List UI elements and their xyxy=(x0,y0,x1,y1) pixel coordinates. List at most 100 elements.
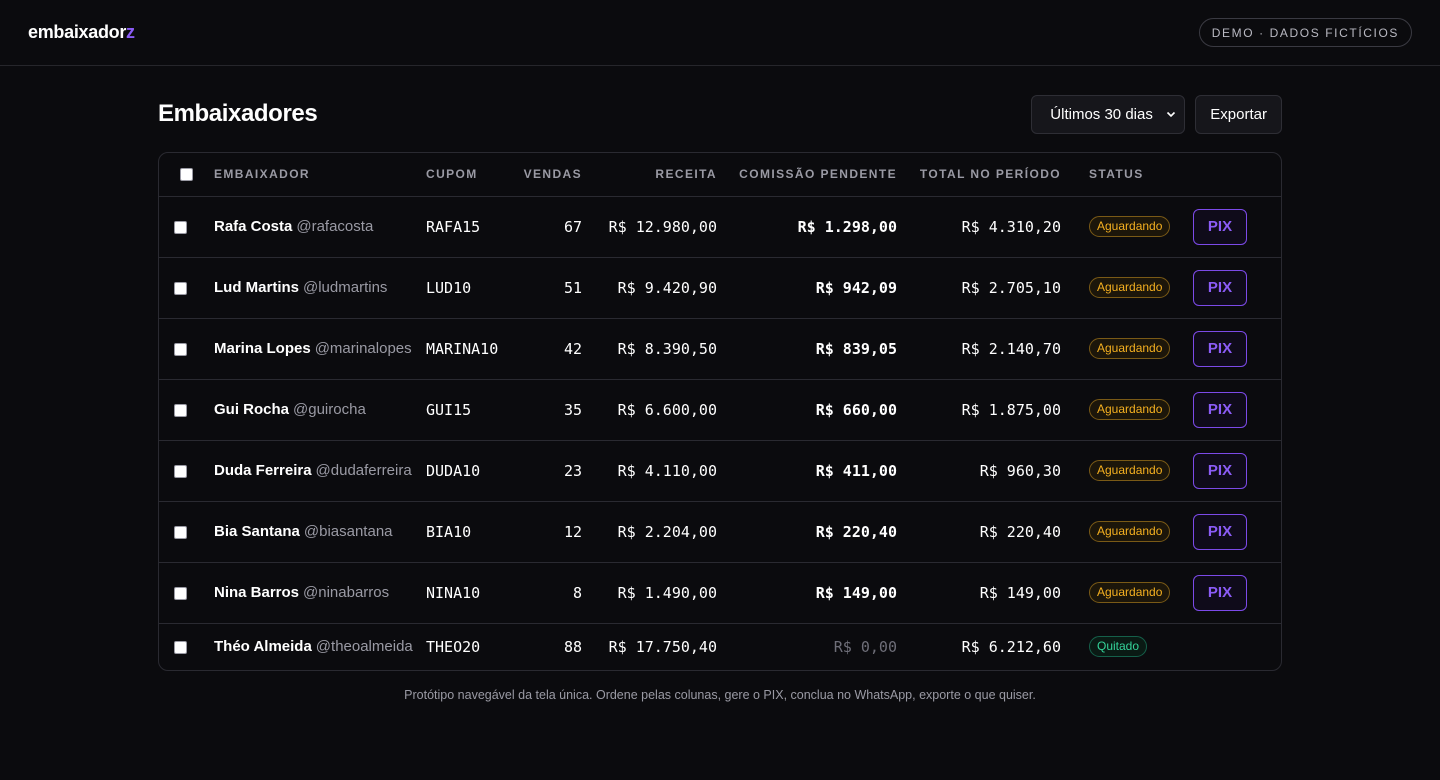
logo-text: embaixador xyxy=(28,22,127,42)
coupon-code: LUD10 xyxy=(426,278,472,297)
row-checkbox[interactable] xyxy=(174,220,187,234)
period-select[interactable]: Últimos 30 dias xyxy=(1031,94,1186,134)
ambassador-handle: @guirocha xyxy=(293,401,366,418)
coupon-code: GUI15 xyxy=(426,400,472,419)
table-row: Duda Ferreira @dudaferreira DUDA10 23 R$ … xyxy=(159,440,1281,501)
pix-button[interactable]: PIX xyxy=(1193,452,1247,489)
revenue: R$ 12.980,00 xyxy=(608,217,717,236)
coupon-code: DUDA10 xyxy=(426,461,481,480)
ambassador-name: Marina Lopes xyxy=(214,340,311,357)
header-action xyxy=(1173,153,1281,197)
status-badge: Aguardando xyxy=(1089,582,1171,603)
header-receita[interactable]: RECEITA xyxy=(582,153,717,197)
pending-commission: R$ 1.298,00 xyxy=(797,217,897,236)
select-all-checkbox[interactable] xyxy=(180,168,193,182)
ambassador-handle: @theoalmeida xyxy=(315,638,413,656)
sales-count: 67 xyxy=(563,217,582,236)
row-checkbox[interactable] xyxy=(174,281,187,295)
revenue: R$ 9.420,90 xyxy=(617,278,717,297)
row-checkbox[interactable] xyxy=(174,403,187,417)
row-checkbox[interactable] xyxy=(174,342,187,356)
demo-badge: DEMO · DADOS FICTÍCIOS xyxy=(1198,18,1412,47)
period-total: R$ 6.212,60 xyxy=(961,637,1061,656)
revenue: R$ 4.110,00 xyxy=(617,461,717,480)
ambassador-name: Rafa Costa xyxy=(214,218,293,235)
ambassador-handle: @ninabarros xyxy=(303,584,390,601)
page-title: Embaixadores xyxy=(158,100,318,127)
ambassador-handle: @biasantana xyxy=(303,523,393,540)
period-total: R$ 220,40 xyxy=(979,522,1061,541)
pix-button[interactable]: PIX xyxy=(1193,391,1247,428)
period-total: R$ 2.140,70 xyxy=(961,339,1061,358)
header-comissao[interactable]: COMISSÃO PENDENTE xyxy=(717,153,897,197)
period-total: R$ 4.310,20 xyxy=(961,217,1061,236)
table-row: Gui Rocha @guirocha GUI15 35 R$ 6.600,00 … xyxy=(159,379,1281,440)
row-checkbox[interactable] xyxy=(174,525,187,539)
pending-commission: R$ 220,40 xyxy=(815,522,897,541)
row-checkbox[interactable] xyxy=(174,464,187,478)
empty-action-cell xyxy=(1173,623,1281,670)
ambassador-name: Théo Almeida xyxy=(214,638,312,656)
sales-count: 8 xyxy=(572,583,582,602)
coupon-code: BIA10 xyxy=(426,522,472,541)
ambassador-handle: @dudaferreira xyxy=(315,462,412,479)
table-row: Nina Barros @ninabarros NINA10 8 R$ 1.490… xyxy=(159,562,1281,623)
period-total: R$ 149,00 xyxy=(979,583,1061,602)
sales-count: 88 xyxy=(563,637,582,656)
pix-button[interactable]: PIX xyxy=(1193,574,1247,611)
chevron-down-icon xyxy=(1167,111,1176,118)
coupon-code: NINA10 xyxy=(426,583,481,602)
revenue: R$ 8.390,50 xyxy=(617,339,717,358)
revenue: R$ 2.204,00 xyxy=(617,522,717,541)
status-badge: Aguardando xyxy=(1089,399,1171,420)
status-badge: Aguardando xyxy=(1089,338,1171,359)
header-embaixador[interactable]: EMBAIXADOR xyxy=(199,153,426,197)
status-badge: Aguardando xyxy=(1089,521,1171,542)
page-controls: Últimos 30 dias Exportar xyxy=(1031,94,1282,134)
table-header-row: EMBAIXADOR CUPOM VENDAS RECEITA COMISSÃO… xyxy=(159,153,1281,197)
coupon-code: MARINA10 xyxy=(426,339,499,358)
table-row: Rafa Costa @rafacosta RAFA15 67 R$ 12.980… xyxy=(159,196,1281,257)
status-badge: Aguardando xyxy=(1089,277,1171,298)
ambassador-handle: @ludmartins xyxy=(303,279,388,296)
pending-commission: R$ 839,05 xyxy=(815,339,897,358)
header-vendas[interactable]: VENDAS xyxy=(512,153,582,197)
brand-logo[interactable]: embaixadorz xyxy=(28,22,135,43)
export-button[interactable]: Exportar xyxy=(1195,94,1282,134)
row-checkbox[interactable] xyxy=(174,586,187,600)
header-cupom[interactable]: CUPOM xyxy=(426,153,512,197)
ambassador-name: Duda Ferreira xyxy=(214,462,312,479)
sales-count: 42 xyxy=(563,339,582,358)
coupon-code: THEO20 xyxy=(426,637,481,656)
pix-button[interactable]: PIX xyxy=(1193,208,1247,245)
pix-button[interactable]: PIX xyxy=(1193,513,1247,550)
header-status[interactable]: STATUS xyxy=(1061,153,1173,197)
table-row: Lud Martins @ludmartins LUD10 51 R$ 9.420… xyxy=(159,257,1281,318)
sales-count: 35 xyxy=(563,400,582,419)
status-badge: Aguardando xyxy=(1089,216,1171,237)
main-content: Embaixadores Últimos 30 dias Exportar EM… xyxy=(158,66,1282,702)
pending-commission: R$ 660,00 xyxy=(815,400,897,419)
period-total: R$ 2.705,10 xyxy=(961,278,1061,297)
sales-count: 12 xyxy=(563,522,582,541)
pending-commission: R$ 149,00 xyxy=(815,583,897,602)
ambassador-name: Nina Barros xyxy=(214,584,300,601)
revenue: R$ 6.600,00 xyxy=(617,400,717,419)
header-select-all xyxy=(159,153,199,197)
period-select-value: Últimos 30 dias xyxy=(1050,105,1153,123)
top-bar: embaixadorz DEMO · DADOS FICTÍCIOS xyxy=(0,0,1440,66)
table-row: Théo Almeida @theoalmeida THEO20 88 R$ 17… xyxy=(159,623,1281,670)
header-total[interactable]: TOTAL NO PERÍODO xyxy=(897,153,1061,197)
pix-button[interactable]: PIX xyxy=(1193,269,1247,306)
status-badge: Aguardando xyxy=(1089,460,1171,481)
logo-accent: z xyxy=(126,22,135,42)
status-badge: Quitado xyxy=(1089,636,1148,658)
period-total: R$ 1.875,00 xyxy=(961,400,1061,419)
pix-button[interactable]: PIX xyxy=(1193,330,1247,367)
footer-note: Protótipo navegável da tela única. Orden… xyxy=(404,688,1036,702)
ambassador-name: Lud Martins xyxy=(214,279,299,296)
table-row: Bia Santana @biasantana BIA10 12 R$ 2.204… xyxy=(159,501,1281,562)
row-checkbox[interactable] xyxy=(174,640,187,654)
page-header: Embaixadores Últimos 30 dias Exportar xyxy=(158,94,1282,134)
sales-count: 51 xyxy=(563,278,582,297)
